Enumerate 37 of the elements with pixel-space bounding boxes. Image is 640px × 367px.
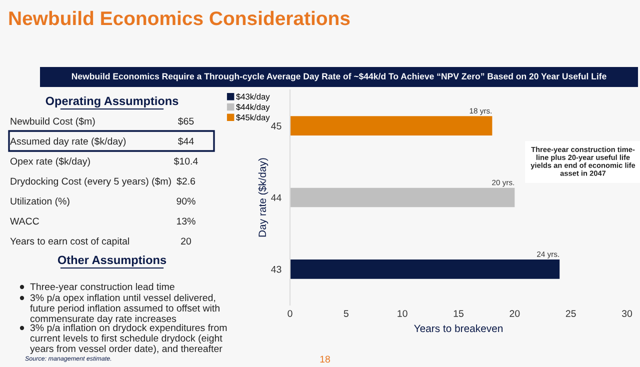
text: Newbuild Economics Considerations [9, 10, 350, 26]
x-tick-label: 30 [622, 310, 632, 317]
x-tick-label: 25 [566, 310, 576, 317]
legend-label: $44k/day [236, 104, 270, 112]
x-tick-label: 15 [454, 310, 464, 317]
text: 18 [320, 356, 330, 363]
text: 13% [177, 218, 196, 225]
text: Drydocking Cost (every 5 years) ($m) [10, 177, 171, 187]
y-tick-label: 44 [271, 194, 282, 202]
text: Newbuild Cost ($m) [10, 117, 95, 127]
x-tick-label: 10 [398, 310, 408, 317]
x-tick-label: 20 [510, 310, 520, 317]
text: Newbuild Economics Require a Through-cycle Average Day Rate of ~$44k/d To Achieve “NPV Zero” Based on 20 Year Useful Life [72, 72, 606, 82]
text: $10.4 [174, 157, 198, 166]
y-tick-label: 45 [271, 122, 282, 130]
text: 3% p/a opex inflation until vessel delivered, future period inflation assumed to offset with commensurate day rate increases [30, 294, 220, 324]
text: $65 [178, 117, 194, 126]
text: 90% [176, 198, 196, 205]
y-axis-title: Day rate ($k/day) [258, 158, 268, 237]
legend-label: $43k/day [236, 93, 270, 102]
text: Years to earn cost of capital [10, 237, 129, 247]
text: 3% p/a inflation on drydock expenditures from current levels to first schedule drydock (eight years from vessel order date), and thereafter [30, 324, 227, 354]
legend-label: $45k/day [236, 114, 270, 122]
x-tick-label: 0 [288, 310, 292, 317]
text: Three-year construction lead time [30, 283, 174, 292]
text: Utilization (%) [10, 197, 70, 207]
text: WACC [10, 218, 39, 225]
text: Other Assumptions [58, 255, 166, 267]
text: $44 [178, 137, 194, 146]
text: Opex rate ($k/day) [10, 157, 90, 167]
text: $2.6 [176, 177, 196, 186]
text: 20 [181, 238, 192, 245]
y-tick-label: 43 [271, 266, 282, 273]
text: Operating Assumptions [46, 96, 178, 108]
x-axis-title: Years to breakeven [414, 324, 503, 332]
text: Assumed day rate ($k/day) [10, 137, 126, 147]
x-tick-label: 5 [344, 310, 348, 317]
